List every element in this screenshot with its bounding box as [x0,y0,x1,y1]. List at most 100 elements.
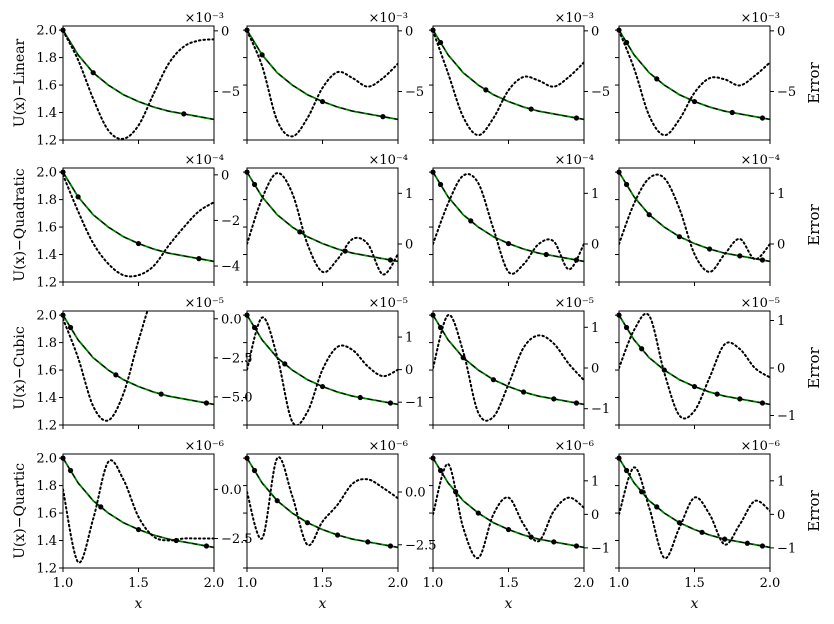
multiplier-label: ×10⁻⁵ [368,296,408,311]
multiplier-label: ×10⁻⁶ [740,439,780,454]
multiplier-label: ×10⁻³ [740,11,780,26]
right-tick-label: −2 [221,214,240,229]
right-tick-label: 0 [777,238,785,253]
node-point [661,367,667,373]
axes-frame [618,310,771,426]
node-point [319,98,326,105]
error-line [619,29,770,137]
multiplier-label: ×10⁻⁵ [184,296,224,311]
node-point [543,251,549,258]
x-axis-label: x [319,596,327,612]
left-tick-label: 2.0 [36,452,57,467]
node-point [737,396,743,402]
right-tick-label: 0 [591,24,599,39]
node-point [551,539,557,545]
left-tick-label: 1.6 [36,221,57,236]
plot-area [247,29,398,138]
row-label: U(x)−Cubic [12,326,28,410]
approximation-line [247,29,398,120]
error-line [247,456,398,547]
node-point [75,194,81,200]
plot-area [433,457,584,559]
node-point [357,394,363,401]
panel-r4-c2: 0.0 −2.5 1.0 1.5 2.0 ×10⁻⁶ x [237,439,437,612]
node-point [173,537,179,544]
panel-r3-c1: 1.2 1.4 1.6 1.8 2.0 0.0 −2.5 −5.0 ×10⁻⁵ [36,296,252,434]
right-tick-label: 0 [591,508,599,523]
right-tick-label: 1 [777,474,785,489]
plot-area [619,171,770,273]
approximation-line [63,314,214,405]
approximation-line [247,171,398,262]
node-point [722,536,728,542]
plot-area [619,312,770,420]
node-point [623,467,630,474]
right-tick-label: 0 [221,24,229,39]
x-tick-label: 1.0 [423,576,444,591]
panel-r4-c4: 1 0 −1 1.0 1.5 2.0 ×10⁻⁶ x [609,439,797,612]
exact-solution-line [63,171,214,263]
plot-area [247,314,398,425]
panels: 1.21.41.61.82.0 0−5×10⁻³0−5×10⁻³0−5×10⁻³0… [36,11,796,612]
plot-area [619,29,770,137]
approximation-line [433,29,584,120]
multiplier-label: ×10⁻³ [554,11,594,26]
multiplier-label: ×10⁻³ [184,11,224,26]
node-point [365,539,371,545]
node-point [274,498,280,504]
error-line [63,459,214,564]
error-axis-label: Error [805,203,823,245]
node-point [714,391,720,397]
node-point [729,109,735,116]
node-point [259,52,265,58]
axes-frame [62,167,215,283]
right-tick-label: 0 [405,24,413,39]
right-tick-label: −5 [221,85,240,100]
error-line [619,173,770,273]
node-point [304,520,310,526]
node-point [505,526,512,533]
x-tick-label: 1.0 [53,576,74,591]
right-tick-label: 0 [591,238,599,253]
right-tick-label: 1 [777,187,785,202]
left-tick-label: 1.8 [36,51,57,66]
error-line [247,29,398,138]
plot-area [433,314,584,422]
node-point [67,324,74,331]
node-point [623,181,630,188]
node-point [691,98,698,105]
right-tick-label: 0.0 [405,486,426,501]
error-line [247,172,398,276]
right-tick-label: 0 [221,168,229,183]
node-point [573,115,580,121]
error-line [433,463,584,559]
node-point [490,377,496,383]
right-tick-label: 1 [591,321,599,336]
x-tick-label: 1.5 [128,576,149,591]
right-tick-label: −5 [405,85,424,100]
row-label: U(x)−Linear [12,38,28,127]
node-point [654,76,660,82]
figure-labels: U(x)−Linear Error U(x)−Quadratic Error U(x)−… [12,38,823,558]
left-tick-label: 1.4 [36,534,57,549]
node-point [475,510,481,516]
error-line [433,173,584,275]
error-line [247,316,398,425]
left-tick-label: 1.4 [36,391,57,406]
node-point [573,543,580,549]
node-point [181,111,187,117]
right-tick-label: 0 [591,362,599,377]
x-tick-label: 2.0 [760,576,781,591]
axes-frame [618,167,771,283]
multiplier-label: ×10⁻⁴ [740,153,780,168]
right-tick-label: −1 [405,396,424,411]
multiplier-label: ×10⁻⁶ [184,439,224,454]
node-point [437,467,444,474]
right-tick-label: 0 [405,238,413,253]
multiplier-label: ×10⁻³ [368,11,408,26]
left-tick-label: 2.0 [36,166,57,181]
right-tick-label: −2.5 [405,538,437,553]
plot-area [247,456,398,549]
x-tick-label: 2.0 [204,576,225,591]
panel-r2-c3: 1 0 ×10⁻⁴ [429,153,599,286]
